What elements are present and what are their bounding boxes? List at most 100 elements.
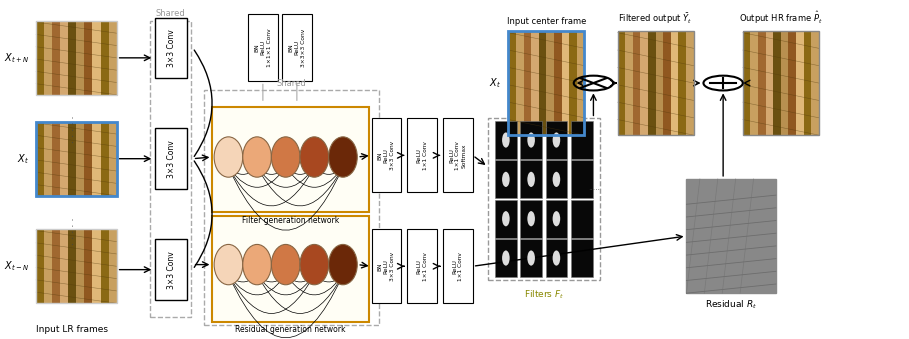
Bar xyxy=(36,21,116,95)
Bar xyxy=(520,121,542,159)
Bar xyxy=(520,160,542,198)
Bar xyxy=(539,31,546,135)
Bar xyxy=(686,179,776,293)
Text: 3×3 Conv: 3×3 Conv xyxy=(166,140,175,178)
Text: · · · · ·: · · · · · xyxy=(69,217,79,245)
Bar xyxy=(60,122,68,196)
Text: $X_{t-N}$: $X_{t-N}$ xyxy=(4,259,29,273)
Bar xyxy=(545,239,567,277)
Text: BN
ReLU
3×3 Conv: BN ReLU 3×3 Conv xyxy=(377,141,395,170)
Bar xyxy=(743,31,751,135)
Ellipse shape xyxy=(527,133,534,148)
Bar xyxy=(36,122,45,196)
Bar xyxy=(524,31,531,135)
Bar xyxy=(495,121,516,159)
Bar xyxy=(617,31,625,135)
Bar xyxy=(569,31,577,135)
Text: Output HR frame $\hat{P}_t$: Output HR frame $\hat{P}_t$ xyxy=(739,9,823,26)
Text: Shared: Shared xyxy=(276,79,306,88)
Bar xyxy=(545,160,567,198)
Bar xyxy=(60,229,68,303)
Bar xyxy=(625,31,633,135)
Bar xyxy=(68,21,76,95)
Bar xyxy=(648,31,655,135)
Text: $X_{t+N}$: $X_{t+N}$ xyxy=(4,51,29,65)
Bar xyxy=(108,122,116,196)
Bar xyxy=(765,31,774,135)
Ellipse shape xyxy=(329,137,357,177)
Bar xyxy=(85,229,93,303)
Ellipse shape xyxy=(527,211,534,226)
Bar xyxy=(562,31,569,135)
Bar xyxy=(60,21,68,95)
Bar xyxy=(508,31,584,135)
Bar xyxy=(36,122,116,196)
Text: BN
ReLU
3×3 Conv: BN ReLU 3×3 Conv xyxy=(377,252,395,281)
Bar xyxy=(617,31,694,135)
Bar xyxy=(577,31,584,135)
Bar xyxy=(545,200,567,238)
Text: ReLU
1×1 Conv: ReLU 1×1 Conv xyxy=(416,141,428,170)
Bar xyxy=(213,216,369,322)
Ellipse shape xyxy=(502,133,510,148)
Bar xyxy=(774,31,781,135)
Ellipse shape xyxy=(329,244,357,285)
Bar xyxy=(36,229,45,303)
Bar xyxy=(640,31,648,135)
Bar xyxy=(45,21,52,95)
Bar xyxy=(205,90,379,325)
Bar xyxy=(781,31,788,135)
Bar xyxy=(571,121,593,159)
Text: ReLU
1×1 Conv: ReLU 1×1 Conv xyxy=(453,252,464,281)
Bar xyxy=(678,31,686,135)
Bar xyxy=(45,229,52,303)
Ellipse shape xyxy=(553,172,560,187)
Text: BN
ReLU
1×1×1 Conv: BN ReLU 1×1×1 Conv xyxy=(255,28,272,67)
Bar xyxy=(686,31,694,135)
Ellipse shape xyxy=(300,244,329,285)
Text: ·····: ····· xyxy=(588,186,600,196)
Bar xyxy=(520,239,542,277)
Bar xyxy=(85,21,93,95)
Ellipse shape xyxy=(272,244,300,285)
Bar xyxy=(101,122,108,196)
Text: Residual $R_t$: Residual $R_t$ xyxy=(705,298,757,311)
Ellipse shape xyxy=(502,251,510,266)
Bar xyxy=(571,160,593,198)
Text: ReLU
1×1 Conv: ReLU 1×1 Conv xyxy=(416,252,428,281)
Bar xyxy=(545,121,567,159)
Bar xyxy=(372,229,401,303)
Bar xyxy=(671,31,678,135)
Text: Filters $F_t$: Filters $F_t$ xyxy=(524,288,564,301)
Text: BN
ReLU
3×3×3 Conv: BN ReLU 3×3×3 Conv xyxy=(288,28,305,67)
Text: 3×3 Conv: 3×3 Conv xyxy=(166,251,175,288)
Bar xyxy=(93,229,101,303)
Bar xyxy=(571,239,593,277)
Bar xyxy=(407,118,437,192)
Bar xyxy=(751,31,758,135)
Bar xyxy=(85,122,93,196)
Ellipse shape xyxy=(243,244,272,285)
Bar xyxy=(68,122,76,196)
Bar xyxy=(36,122,116,196)
Bar xyxy=(508,31,516,135)
Text: $X_t$: $X_t$ xyxy=(489,76,501,90)
Bar xyxy=(811,31,819,135)
Text: Residual generation network: Residual generation network xyxy=(235,325,345,334)
Bar xyxy=(520,200,542,238)
Text: Input LR frames: Input LR frames xyxy=(35,324,108,334)
Text: Input center frame: Input center frame xyxy=(507,17,586,26)
Text: Shared: Shared xyxy=(155,8,185,18)
Bar xyxy=(155,239,187,300)
Bar xyxy=(488,118,600,280)
Ellipse shape xyxy=(502,172,510,187)
Ellipse shape xyxy=(215,244,243,285)
Bar xyxy=(554,31,562,135)
Bar xyxy=(804,31,811,135)
Ellipse shape xyxy=(527,172,534,187)
Bar xyxy=(101,229,108,303)
Text: Filtered output $\bar{Y}_t$: Filtered output $\bar{Y}_t$ xyxy=(618,11,693,26)
Bar xyxy=(93,122,101,196)
Ellipse shape xyxy=(300,137,329,177)
Bar xyxy=(743,31,819,135)
